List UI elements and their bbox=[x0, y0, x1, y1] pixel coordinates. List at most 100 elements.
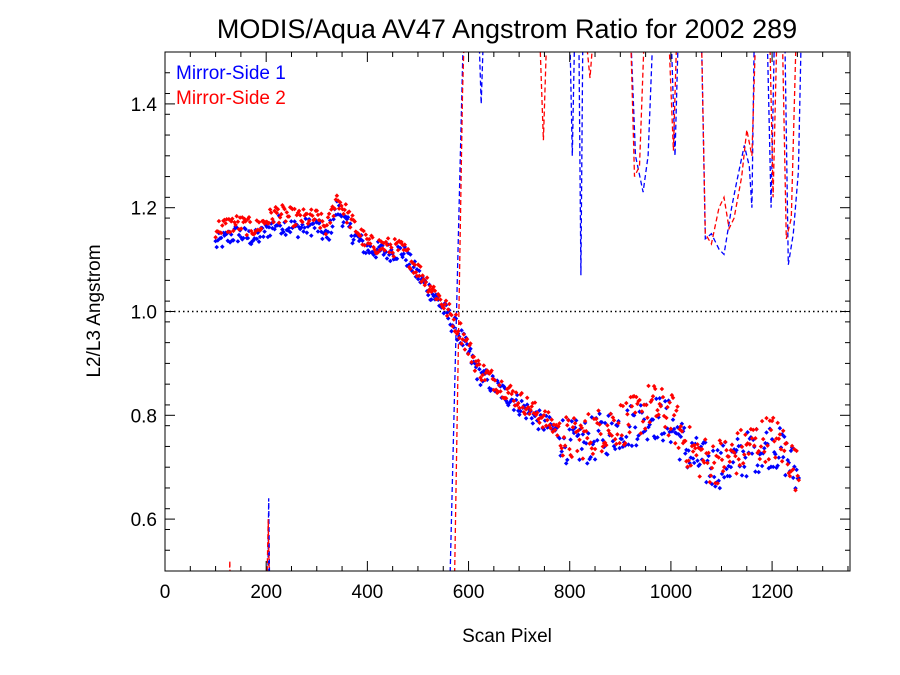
point-series-2 bbox=[707, 479, 713, 485]
point-series-2 bbox=[548, 426, 553, 431]
point-series-2 bbox=[459, 341, 464, 346]
point-series-2 bbox=[319, 211, 324, 217]
point-series-1 bbox=[721, 475, 727, 480]
point-series-1 bbox=[661, 431, 667, 436]
point-series-1 bbox=[579, 446, 585, 452]
point-series-2 bbox=[274, 210, 280, 216]
point-series-2 bbox=[293, 222, 298, 228]
point-series-2 bbox=[679, 429, 685, 434]
point-series-2 bbox=[527, 411, 532, 417]
point-series-2 bbox=[543, 423, 549, 428]
point-series-2 bbox=[784, 440, 789, 446]
point-series-2 bbox=[764, 415, 769, 421]
point-series-2 bbox=[445, 307, 451, 312]
point-series-2 bbox=[750, 427, 756, 433]
point-series-2 bbox=[753, 436, 758, 441]
point-series-2 bbox=[644, 402, 649, 408]
point-series-2 bbox=[593, 416, 599, 422]
point-series-1 bbox=[745, 430, 750, 435]
point-series-1 bbox=[605, 452, 610, 457]
point-series-2 bbox=[477, 362, 482, 367]
point-series-1 bbox=[668, 439, 674, 445]
point-series-2 bbox=[492, 378, 498, 383]
point-series-1 bbox=[261, 234, 266, 239]
point-series-1 bbox=[678, 434, 684, 439]
point-series-1 bbox=[730, 460, 736, 465]
point-series-2 bbox=[647, 419, 652, 425]
point-series-2 bbox=[516, 400, 521, 406]
point-series-2 bbox=[611, 418, 617, 423]
point-series-2 bbox=[737, 462, 743, 468]
point-series-2 bbox=[626, 422, 631, 427]
point-series-1 bbox=[715, 447, 720, 453]
point-series-2 bbox=[685, 464, 690, 470]
point-series-2 bbox=[424, 275, 430, 280]
point-series-2 bbox=[640, 419, 646, 424]
chart-title: MODIS/Aqua AV47 Angstrom Ratio for 2002 … bbox=[217, 14, 797, 44]
point-series-2 bbox=[649, 397, 655, 403]
point-series-1 bbox=[388, 258, 393, 264]
point-series-2 bbox=[697, 474, 702, 479]
point-series-2 bbox=[279, 211, 284, 217]
point-series-2 bbox=[632, 410, 638, 415]
point-series-2 bbox=[582, 418, 588, 424]
point-series-1 bbox=[477, 366, 482, 372]
point-series-2 bbox=[549, 417, 554, 422]
dashed-line-series-1 bbox=[267, 52, 802, 571]
point-series-2 bbox=[462, 347, 468, 352]
point-series-2 bbox=[472, 368, 478, 374]
point-series-2 bbox=[720, 468, 726, 474]
point-series-2 bbox=[570, 425, 576, 430]
point-series-1 bbox=[713, 484, 718, 489]
point-series-2 bbox=[537, 420, 542, 425]
point-series-1 bbox=[320, 236, 325, 242]
point-series-2 bbox=[510, 388, 516, 394]
point-series-1 bbox=[220, 244, 225, 249]
point-series-1 bbox=[408, 252, 413, 257]
point-series-1 bbox=[697, 462, 702, 467]
point-series-1 bbox=[363, 250, 369, 256]
y-tick-label: 0.6 bbox=[131, 510, 157, 531]
point-series-2 bbox=[739, 444, 745, 450]
point-series-1 bbox=[429, 297, 434, 302]
point-series-1 bbox=[677, 457, 682, 462]
point-series-1 bbox=[511, 407, 517, 413]
point-series-1 bbox=[782, 434, 787, 439]
point-series-2 bbox=[557, 421, 562, 426]
point-series-1 bbox=[654, 396, 659, 402]
point-series-2 bbox=[452, 329, 458, 334]
x-tick-label: 1200 bbox=[751, 582, 793, 603]
point-series-2 bbox=[271, 219, 276, 225]
point-series-1 bbox=[330, 224, 335, 229]
point-series-1 bbox=[596, 428, 601, 434]
point-series-1 bbox=[634, 443, 639, 448]
point-series-2 bbox=[600, 444, 606, 449]
point-series-1 bbox=[536, 426, 541, 432]
point-series-2 bbox=[447, 301, 452, 307]
point-series-2 bbox=[718, 441, 724, 446]
point-series-2 bbox=[699, 446, 705, 452]
point-series-2 bbox=[580, 456, 586, 461]
point-series-1 bbox=[759, 463, 765, 469]
point-series-1 bbox=[755, 463, 760, 468]
point-series-1 bbox=[619, 436, 625, 442]
point-series-2 bbox=[777, 432, 783, 437]
point-series-2 bbox=[571, 416, 577, 421]
point-series-1 bbox=[612, 446, 618, 452]
point-series-2 bbox=[545, 417, 550, 423]
point-series-2 bbox=[637, 397, 642, 403]
point-series-2 bbox=[646, 383, 651, 389]
point-series-2 bbox=[489, 368, 494, 373]
x-tick-label: 1000 bbox=[650, 582, 692, 603]
point-series-2 bbox=[719, 457, 725, 463]
point-series-2 bbox=[552, 427, 558, 433]
point-series-2 bbox=[577, 437, 582, 443]
x-tick-label: 400 bbox=[352, 582, 384, 603]
point-series-2 bbox=[775, 420, 780, 426]
point-series-2 bbox=[344, 220, 350, 225]
point-series-2 bbox=[283, 219, 288, 224]
point-series-2 bbox=[528, 407, 533, 413]
point-series-1 bbox=[704, 479, 709, 485]
point-series-2 bbox=[418, 264, 423, 269]
point-series-2 bbox=[726, 454, 731, 459]
